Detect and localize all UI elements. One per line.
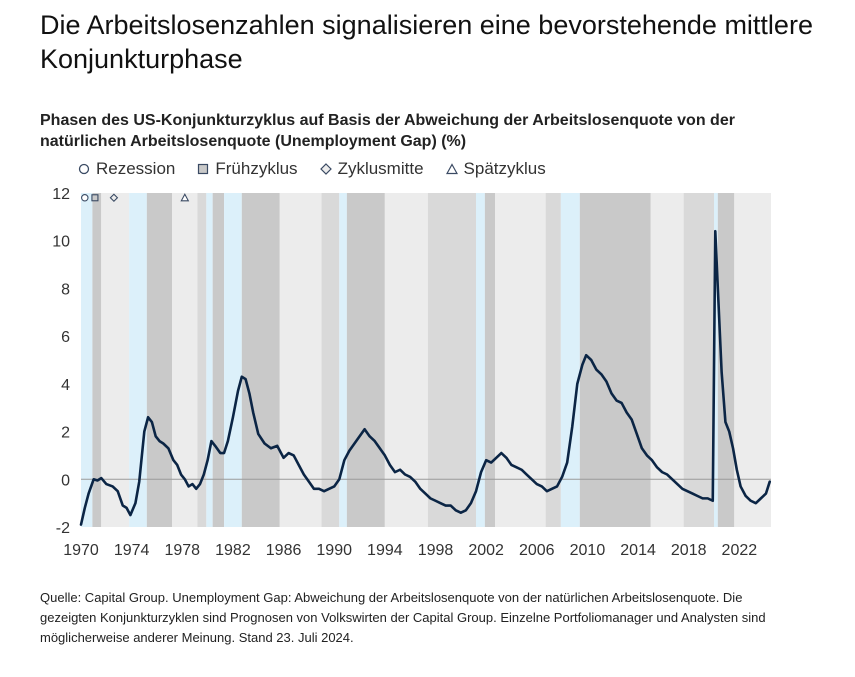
legend-item-mid: Zyklusmitte	[319, 159, 424, 179]
marker-early	[91, 194, 99, 202]
x-tick-label: 2002	[468, 542, 504, 559]
y-tick-label: 6	[61, 329, 70, 346]
x-tick-label: 1978	[164, 542, 200, 559]
legend-item-early: Frühzyklus	[197, 159, 298, 179]
phase-band-early	[92, 193, 102, 527]
y-axis-ticks: -2 0 2 4 6 8 10 12	[52, 186, 70, 537]
legend-label-early: Frühzyklus	[215, 159, 298, 178]
phase-band-late	[545, 193, 561, 527]
x-tick-label: 2018	[671, 542, 707, 559]
phase-band-late	[321, 193, 340, 527]
y-tick-label: -2	[56, 520, 70, 537]
phase-band-late	[427, 193, 477, 527]
y-tick-label: 8	[61, 281, 70, 298]
marker-recession	[81, 194, 89, 202]
phase-band-recession	[476, 193, 485, 527]
phase-band-late	[683, 193, 715, 527]
legend: Rezession Frühzyklus Zyklusmitte Spätzyk…	[78, 158, 568, 180]
phase-band-recession	[714, 193, 718, 527]
x-tick-label: 1982	[215, 542, 251, 559]
phase-band-recession	[224, 193, 242, 527]
x-tick-label: 2010	[570, 542, 606, 559]
phase-band-mid	[495, 193, 546, 527]
phase-band-early	[717, 193, 735, 527]
marker-mid	[109, 193, 119, 203]
phase-band-early	[212, 193, 225, 527]
legend-triangle-icon	[445, 163, 458, 175]
y-tick-label: 4	[61, 377, 70, 394]
legend-label-mid: Zyklusmitte	[337, 159, 424, 178]
y-tick-label: 0	[61, 472, 70, 489]
x-tick-label: 1990	[316, 542, 352, 559]
y-tick-label: 10	[52, 234, 70, 251]
y-tick-label: 2	[61, 425, 70, 442]
x-tick-label: 2006	[519, 542, 555, 559]
phase-band-recession	[206, 193, 213, 527]
legend-diamond-icon	[319, 163, 332, 175]
x-tick-label: 2022	[722, 542, 758, 559]
x-tick-label: 1986	[266, 542, 302, 559]
legend-label-recession: Rezession	[96, 159, 176, 178]
chart-title: Phasen des US-Konjunkturzyklus auf Basis…	[40, 112, 735, 150]
phase-band-recession	[129, 193, 147, 527]
x-tick-label: 1970	[63, 542, 99, 559]
phase-band-mid	[279, 193, 322, 527]
phase-band-mid	[650, 193, 684, 527]
headline: Die Arbeitslosenzahlen signalisieren ein…	[40, 10, 813, 74]
phase-band-early	[241, 193, 280, 527]
x-tick-label: 2014	[620, 542, 656, 559]
phase-band-mid	[734, 193, 771, 527]
y-tick-label: 12	[52, 186, 70, 203]
legend-item-late: Spätzyklus	[445, 159, 546, 179]
phase-band-mid	[384, 193, 428, 527]
phase-band-early	[146, 193, 173, 527]
unemployment-gap-chart: -2 0 2 4 6 8 10 12 1970 1974 1978 1982 1986 1990 1994…	[52, 186, 772, 559]
phase-band-recession	[560, 193, 580, 527]
phase-band-early	[346, 193, 385, 527]
phase-band-mid	[172, 193, 198, 527]
marker-late	[180, 193, 190, 202]
x-axis-ticks: 1970 1974 1978 1982 1986 1990 1994 1998 2002 2006…	[63, 542, 757, 559]
phase-band-late	[197, 193, 207, 527]
legend-square-icon	[198, 163, 209, 175]
phase-markers	[81, 193, 190, 203]
series-line-unemployment-gap	[79, 229, 772, 526]
series-group	[79, 229, 772, 526]
phase-band-recession	[339, 193, 347, 527]
legend-item-recession: Rezession	[78, 159, 175, 179]
source-note: Quelle: Capital Group. Unemployment Gap:…	[40, 590, 766, 645]
x-tick-label: 1998	[418, 542, 454, 559]
legend-label-late: Spätzyklus	[463, 159, 546, 178]
x-tick-label: 1994	[367, 542, 403, 559]
x-tick-label: 1974	[114, 542, 150, 559]
phase-band-recession	[81, 193, 93, 527]
phase-band-early	[484, 193, 495, 527]
phase-band-mid	[101, 193, 130, 527]
legend-circle-icon	[78, 163, 90, 175]
